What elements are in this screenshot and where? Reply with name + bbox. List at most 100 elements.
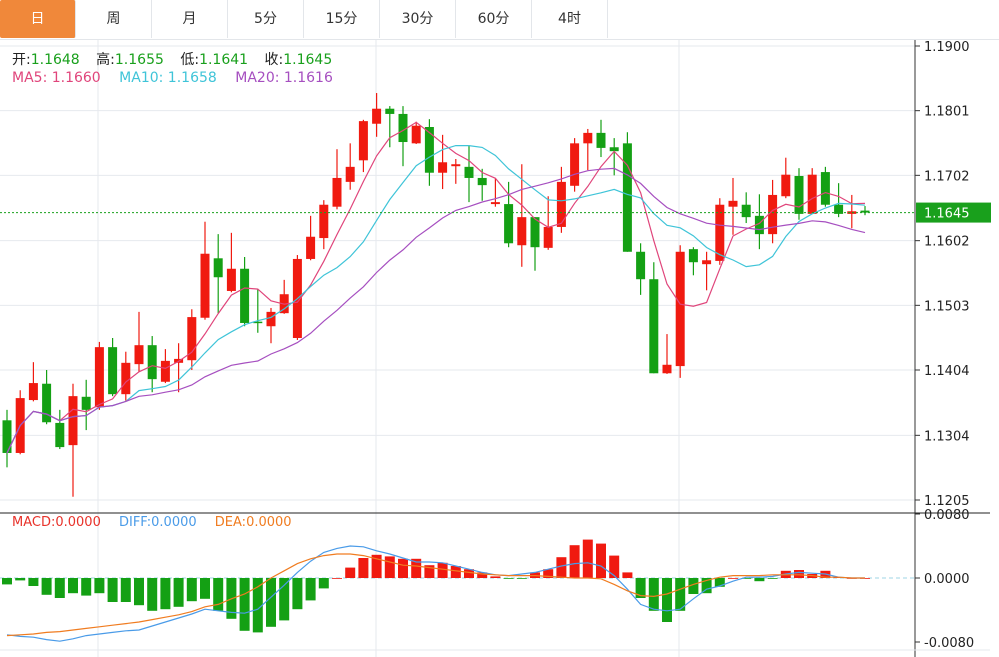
ma5-line (6, 121, 866, 454)
candle-body (688, 249, 698, 263)
candle (609, 138, 619, 176)
ma20-value: MA20: 1.1616 (235, 70, 333, 86)
candle (174, 343, 184, 393)
candle-body (781, 174, 791, 197)
candle (847, 194, 857, 229)
candle-body (332, 177, 342, 207)
price-tick-label: 1.1702 (924, 169, 970, 184)
candle-body (424, 127, 434, 173)
tab-15min[interactable]: 15分 (304, 0, 380, 38)
candle-body (358, 121, 368, 161)
tab-5min[interactable]: 5分 (228, 0, 304, 38)
candle-body (42, 383, 52, 423)
candle-body (213, 258, 223, 278)
candle (662, 334, 672, 374)
candle-body (741, 204, 751, 218)
candle-body (411, 125, 421, 144)
candle-body (200, 253, 210, 318)
candle (134, 311, 144, 372)
candle-body (702, 260, 712, 265)
macd-tick-label: 0.0080 (924, 508, 970, 523)
candle (504, 181, 514, 248)
candle (860, 206, 870, 216)
macd-bar (477, 572, 488, 578)
low-value: 1.1641 (199, 52, 249, 68)
macd-bar (160, 578, 171, 610)
candle (411, 121, 421, 144)
tab-month[interactable]: 月 (152, 0, 228, 38)
candle (42, 370, 52, 425)
candle-body (662, 364, 672, 374)
candle-body (2, 420, 12, 453)
candle-body (609, 147, 619, 152)
candle-body (596, 132, 606, 148)
candle-body (385, 108, 395, 114)
macd-bar (741, 578, 752, 579)
candle (345, 143, 355, 190)
macd-bar (609, 555, 620, 578)
macd-bar (239, 578, 250, 631)
candle-body (451, 164, 461, 167)
candle (464, 145, 474, 203)
macd-bar (120, 578, 131, 602)
candle (781, 157, 791, 199)
macd-bar (107, 578, 118, 602)
macd-bar (173, 578, 184, 607)
candle-body (319, 204, 329, 239)
tab-4hour[interactable]: 4时 (532, 0, 608, 38)
candle-body (134, 345, 144, 365)
candle (226, 232, 236, 293)
macd-bar (332, 578, 342, 579)
macd-bar (464, 569, 474, 578)
candle-body (556, 181, 566, 227)
candle (372, 93, 382, 137)
candle-body (68, 396, 78, 446)
candle (398, 106, 408, 167)
candle-body (728, 200, 738, 207)
price-tick-label: 1.1801 (924, 105, 970, 120)
candle-body (847, 211, 857, 214)
last-price-badge (916, 202, 991, 223)
tab-day[interactable]: 日 (0, 0, 76, 38)
ma10-value: MA10: 1.1658 (119, 70, 217, 86)
candle (728, 177, 738, 235)
candle-body (438, 162, 448, 173)
macd-bar (450, 566, 461, 578)
macd-bar (279, 578, 290, 621)
candle-body (504, 204, 514, 244)
ma20-line (6, 167, 866, 454)
candle (240, 256, 250, 327)
macd-bar (675, 578, 686, 611)
candle-body (768, 194, 778, 235)
candle (583, 128, 593, 171)
macd-bar (318, 578, 329, 589)
macd-bar (147, 578, 158, 611)
candle (649, 262, 659, 374)
tab-week[interactable]: 周 (76, 0, 152, 38)
price-tick-label: 1.1205 (924, 494, 970, 509)
macd-bar (543, 569, 554, 578)
macd-bar (371, 554, 382, 578)
macd-bar (266, 578, 276, 627)
high-value: 1.1655 (114, 52, 164, 68)
candle-body (517, 217, 527, 246)
candle-body (81, 396, 91, 410)
price-tick-label: 1.1900 (924, 40, 970, 55)
close-label: 收: (264, 52, 284, 68)
candle-body (715, 204, 725, 261)
candle-body (147, 345, 157, 380)
macd-bar (767, 578, 778, 579)
tab-30min[interactable]: 30分 (380, 0, 456, 38)
macd-bar (384, 556, 395, 578)
macd-bar (186, 578, 197, 602)
candle (451, 159, 461, 184)
ma-legend: MA5: 1.1660 MA10: 1.1658 MA20: 1.1616 (12, 70, 333, 86)
low-label: 低: (180, 52, 200, 68)
candle-body (649, 279, 659, 374)
open-value: 1.1648 (30, 52, 80, 68)
candle (266, 307, 276, 344)
macd-bar (94, 578, 105, 594)
macd-bar (252, 578, 263, 633)
tab-60min[interactable]: 60分 (456, 0, 532, 38)
macd-bar (503, 578, 514, 579)
